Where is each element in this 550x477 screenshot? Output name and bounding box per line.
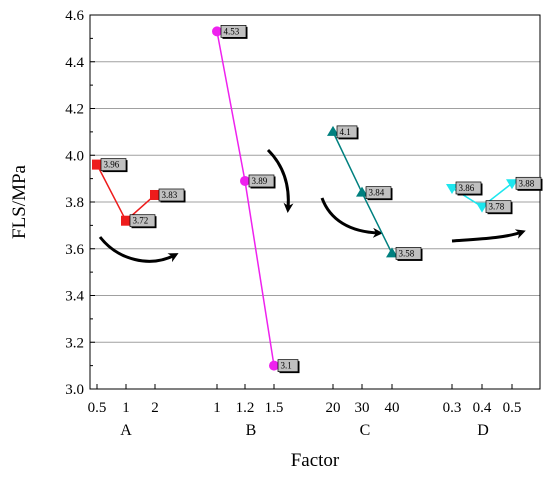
- data-label: 3.83: [162, 190, 178, 200]
- data-label-box: [365, 186, 392, 199]
- data-point: [327, 125, 339, 136]
- data-point: [121, 215, 131, 226]
- data-label-box: [515, 176, 542, 190]
- x-tick-label: 1.2: [236, 400, 255, 416]
- y-tick-label: 3.4: [65, 289, 84, 305]
- data-point: [92, 159, 102, 170]
- data-point: [240, 175, 250, 186]
- data-label-box: [485, 200, 512, 214]
- data-point: [476, 202, 488, 213]
- data-label-box: [100, 158, 127, 171]
- y-tick-label: 3.2: [65, 335, 84, 351]
- trend-arrow: [266, 148, 294, 213]
- y-tick-label: 3.0: [65, 382, 84, 398]
- data-label: 3.86: [459, 183, 475, 193]
- x-tick-label: 0.3: [443, 400, 462, 416]
- data-label-box: [158, 188, 185, 202]
- data-point: [150, 189, 160, 200]
- trend-arrow: [98, 236, 179, 263]
- factor-group-label: A: [120, 422, 132, 439]
- y-tick-label: 4.2: [65, 102, 84, 118]
- factor-group-label: C: [360, 422, 371, 439]
- data-label-box: [455, 181, 482, 195]
- data-point: [356, 186, 368, 197]
- x-tick-label: 0.5: [503, 400, 522, 416]
- y-axis-title: FLS/MPa: [9, 164, 30, 238]
- data-label: 3.1: [281, 361, 292, 371]
- data-point: [506, 179, 518, 190]
- x-tick-label: 1: [122, 400, 130, 416]
- data-label: 3.88: [519, 178, 535, 188]
- data-label-box: [248, 174, 275, 188]
- trend-arrow: [451, 229, 526, 243]
- data-label-box: [220, 25, 247, 38]
- data-label: 3.89: [252, 176, 268, 186]
- y-tick-label: 4.4: [65, 55, 84, 71]
- data-point: [212, 26, 222, 37]
- series-B: 4.53 3.89 3.1: [212, 25, 300, 374]
- y-tick-label: 4.0: [65, 148, 84, 164]
- data-label: 4.53: [224, 26, 240, 36]
- factor-group-label: B: [246, 422, 257, 439]
- x-tick-label: 30: [355, 400, 370, 416]
- x-axis-title: Factor: [291, 450, 340, 471]
- data-label-box: [336, 125, 358, 139]
- y-tick-label: 4.6: [65, 8, 84, 24]
- series-D: 3.86 3.78 3.88: [446, 176, 543, 215]
- data-label: 3.84: [369, 188, 385, 198]
- data-label: 3.72: [133, 216, 149, 226]
- data-point: [446, 183, 458, 194]
- data-point: [386, 247, 398, 258]
- y-tick-label: 3.6: [65, 242, 84, 258]
- data-label-box: [395, 247, 422, 260]
- x-tick-label: 0.5: [88, 400, 107, 416]
- data-point: [269, 360, 279, 371]
- x-tick-label: 1: [213, 400, 221, 416]
- x-tick-label: 2: [151, 400, 159, 416]
- series-A: 3.96 3.72 3.83: [92, 158, 186, 229]
- trend-arrow: [320, 197, 383, 238]
- data-label-box: [277, 359, 299, 372]
- series-line: [216, 31, 275, 366]
- series-C: 4.1 3.84 3.58: [327, 125, 423, 261]
- x-tick-label: 40: [385, 400, 400, 416]
- y-tick-label: 3.8: [65, 195, 84, 211]
- x-tick-label: 1.5: [265, 400, 284, 416]
- x-tick-label: 0.4: [473, 400, 492, 416]
- data-label: 3.96: [104, 160, 120, 170]
- factor-group-label: D: [477, 422, 489, 439]
- series-line: [96, 164, 156, 222]
- x-tick-label: 20: [326, 400, 341, 416]
- data-label: 4.1: [340, 127, 351, 137]
- data-label: 3.78: [489, 202, 505, 212]
- data-label: 3.58: [399, 248, 415, 258]
- data-label-box: [129, 214, 156, 228]
